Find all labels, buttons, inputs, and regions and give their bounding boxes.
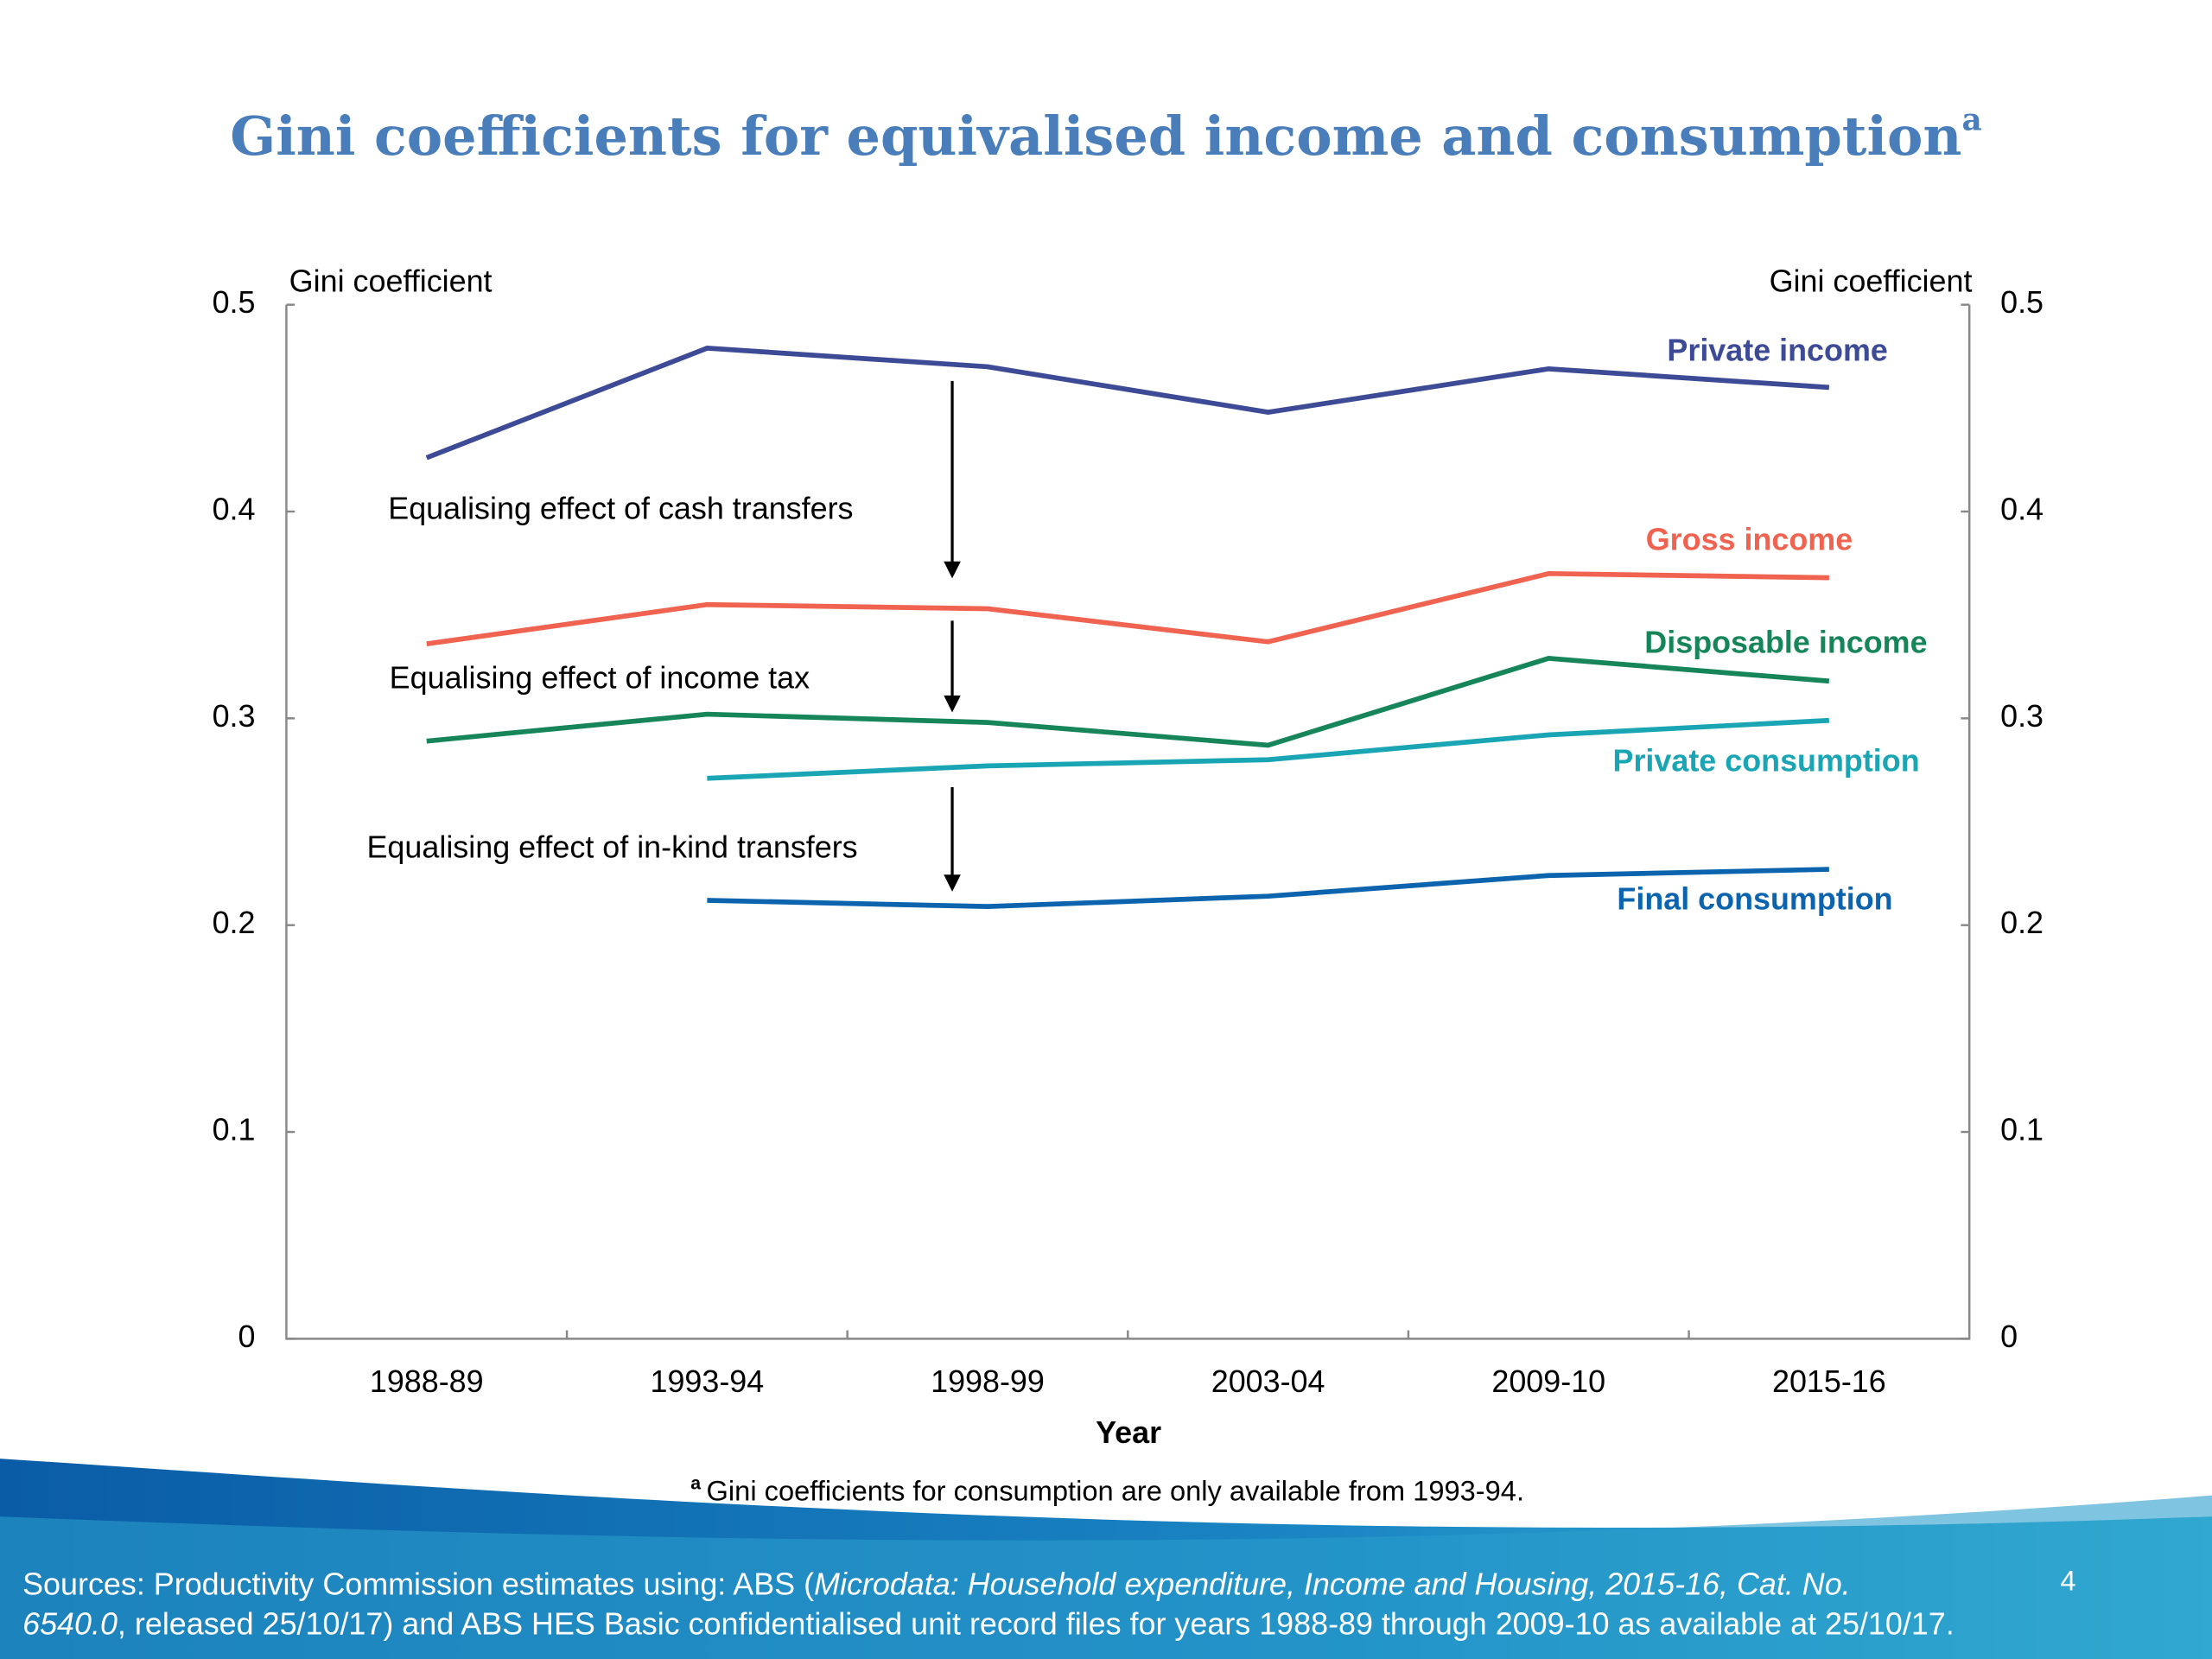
y2-tick-label: 0.2: [2000, 905, 2044, 940]
x-tick-label: 1993-94: [650, 1363, 764, 1399]
x-axis-label: Year: [1096, 1414, 1161, 1450]
arrow-head: [944, 695, 961, 713]
series-line: [425, 346, 1830, 461]
annotation: Equalising effect of income tax: [390, 659, 810, 695]
y-tick-label: 0.5: [213, 284, 256, 320]
series-line: [707, 867, 1829, 910]
footnote: a Gini coefficients for consumption are o…: [690, 1473, 1524, 1506]
series-line: [426, 656, 1830, 748]
y-tick-label: 0.2: [213, 905, 256, 940]
x-tick-label: 2009-10: [1491, 1363, 1605, 1399]
source-segment: 6540.0: [22, 1606, 118, 1642]
y-tick-label: 0.3: [213, 698, 256, 734]
sources: Sources: Productivity Commission estimat…: [22, 1567, 1851, 1602]
series-label: Private consumption: [1613, 743, 1920, 779]
y-tick-label: 0.1: [213, 1112, 256, 1147]
annotation: Equalising effect of cash transfers: [388, 491, 853, 526]
y2-tick-label: 0.3: [2000, 698, 2044, 734]
y-axis-label: Gini coefficient: [289, 264, 493, 299]
source-segment: Microdata: Household expenditure, Income…: [814, 1567, 1851, 1602]
x-tick-label: 2015-16: [1772, 1363, 1886, 1399]
x-tick-label: 1998-99: [931, 1363, 1045, 1399]
y2-tick-label: 0: [2000, 1319, 2018, 1354]
y2-axis-label: Gini coefficient: [1770, 264, 1973, 299]
page-number: 4: [2060, 1564, 2075, 1596]
arrow-head: [944, 874, 961, 892]
arrow-head: [944, 561, 961, 579]
y2-tick-label: 0.1: [2000, 1112, 2044, 1147]
sources: 6540.0, released 25/10/17) and ABS HES B…: [22, 1606, 1955, 1642]
source-segment: Sources: Productivity Commission estimat…: [22, 1567, 814, 1602]
x-tick-label: 1988-89: [370, 1363, 484, 1399]
series-label: Gross income: [1646, 521, 1853, 556]
y-tick-label: 0.4: [213, 491, 256, 526]
y-tick-label: 0: [238, 1319, 256, 1354]
x-tick-label: 2003-04: [1211, 1363, 1325, 1399]
plot: 0 0.1 0.2 0.3 0.4 0.5 0 0.1 0.2 0.3 0.4 0.5 Gini coe…: [213, 264, 2044, 1450]
y2-tick-label: 0.5: [2000, 284, 2044, 320]
series-label: Disposable income: [1644, 625, 1927, 660]
annotation: Equalising effect of in-kind transfers: [366, 829, 857, 864]
axis-frame: [285, 304, 1971, 1340]
source-segment: , released 25/10/17) and ABS HES Basic c…: [118, 1606, 1955, 1642]
series-line: [426, 570, 1829, 647]
series-label: Private income: [1667, 333, 1887, 368]
background-wave-light: [0, 1495, 2212, 1659]
chart-title: Gini coefficients for equivalised income…: [230, 101, 1982, 168]
y2-tick-label: 0.4: [2000, 491, 2044, 526]
series-line: [707, 717, 1830, 781]
series-label: Final consumption: [1617, 881, 1892, 917]
